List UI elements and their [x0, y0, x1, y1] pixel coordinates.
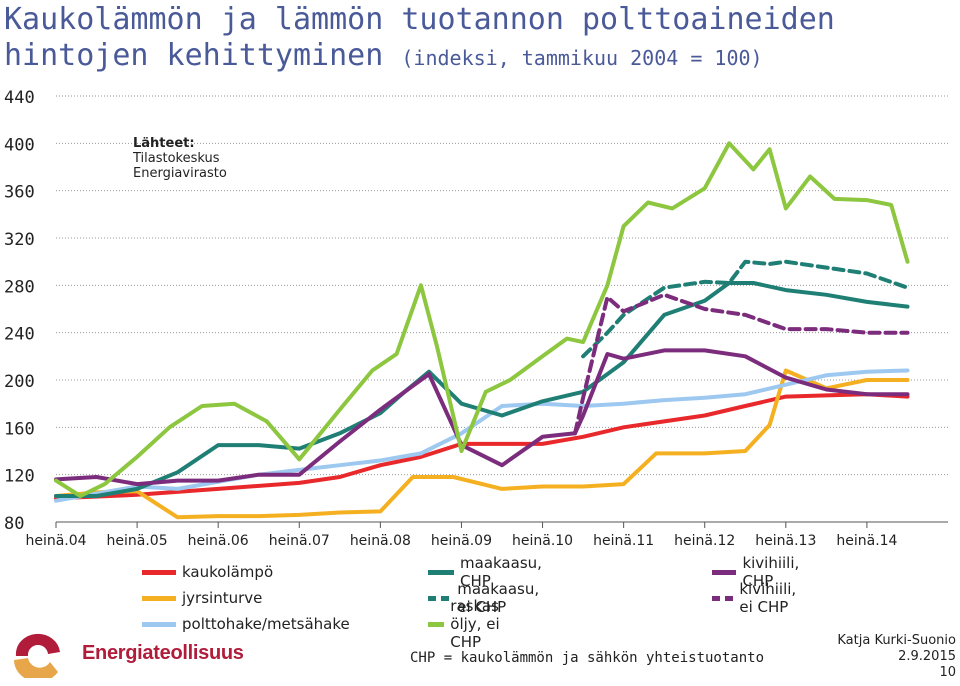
x-tick-label: heinä.05	[107, 533, 168, 549]
line-chart: 80 120 160 200 240 280 320 360 400 440 heinä.04 hei…	[4, 88, 948, 549]
author-block: Katja Kurki-Suonio 2.9.2015 10	[837, 633, 956, 681]
energiateollisuus-logo: Energiateollisuus	[8, 628, 244, 678]
series-line	[581, 259, 910, 359]
legend-label: raskas öljy, ei CHP	[450, 597, 500, 651]
x-tick-label: heinä.08	[350, 533, 411, 549]
logo-text: Energiateollisuus	[82, 641, 244, 664]
chart-title-line1: Kaukolämmön ja lämmön tuotannon polttoai…	[4, 2, 835, 37]
sources-box: Lähteet: Tilastokeskus Energiavirasto	[133, 136, 227, 181]
logo-mark-icon	[14, 633, 60, 678]
legend-item: maakaasu, CHP	[428, 554, 550, 590]
chart-subtitle: (indeksi, tammikuu 2004 = 100)	[401, 46, 763, 70]
y-tick-label: 440	[4, 88, 35, 108]
legend-label: kivihiili, ei CHP	[739, 580, 797, 616]
series-line	[573, 292, 910, 436]
x-tick-label: heinä.07	[269, 533, 330, 549]
legend-swatch	[142, 569, 176, 575]
legend-item: maakaasu, ei CHP	[428, 580, 550, 616]
legend-item: jyrsinturve	[142, 586, 262, 610]
legend-item: raskas öljy, ei CHP	[428, 597, 517, 651]
legend-swatch	[142, 595, 176, 601]
legend-label: jyrsinturve	[182, 589, 263, 607]
legend-swatch	[712, 595, 734, 601]
chart-title-line2: hintojen kehittyminen	[4, 38, 384, 73]
legend-swatch	[712, 569, 737, 575]
y-tick-label: 360	[4, 183, 35, 203]
x-tick-label: heinä.06	[188, 533, 249, 549]
x-tick-label: heinä.09	[431, 533, 492, 549]
sources-heading: Lähteet:	[133, 136, 195, 151]
legend-swatch	[428, 621, 445, 627]
source-item: Tilastokeskus	[133, 151, 220, 166]
x-tick-label: heinä.04	[25, 533, 86, 549]
legend-label: kaukolämpö	[182, 563, 274, 581]
x-tick-label: heinä.13	[755, 533, 816, 549]
series-line	[54, 392, 910, 501]
legend-swatch	[428, 595, 452, 601]
source-item: Energiavirasto	[133, 166, 227, 181]
y-tick-label: 160	[4, 419, 35, 439]
legend-item: kaukolämpö	[142, 560, 273, 584]
author-date: 2.9.2015	[898, 649, 956, 664]
legend-label: kivihiili, CHP	[742, 554, 800, 590]
x-tick-label: heinä.10	[512, 533, 573, 549]
legend-label: maakaasu, ei CHP	[457, 580, 540, 616]
legend-item: kivihiili, CHP	[712, 554, 809, 590]
series-line	[54, 368, 910, 520]
legend-swatch	[428, 569, 455, 575]
legend-swatch	[142, 621, 176, 627]
series-line	[54, 348, 910, 487]
y-tick-label: 400	[4, 135, 35, 155]
y-tick-label: 120	[4, 467, 35, 487]
y-tick-label: 80	[4, 514, 24, 534]
legend-label: maakaasu, CHP	[460, 554, 542, 590]
legend-item: polttohake/metsähake	[142, 612, 350, 636]
page-number: 10	[939, 665, 956, 680]
series-line	[54, 368, 910, 503]
series-line	[54, 281, 910, 498]
x-tick-label: heinä.12	[674, 533, 735, 549]
x-tick-label: heinä.11	[593, 533, 654, 549]
legend-item: kivihiili, ei CHP	[712, 580, 809, 616]
series-line	[54, 141, 910, 498]
chp-note: CHP = kaukolämmön ja sähkön yhteistuotan…	[410, 650, 765, 666]
y-tick-label: 320	[4, 230, 35, 250]
y-tick-label: 240	[4, 325, 35, 345]
author-name: Katja Kurki-Suonio	[837, 633, 956, 648]
y-tick-label: 200	[4, 372, 35, 392]
x-tick-label: heinä.14	[836, 533, 897, 549]
chart-title: Kaukolämmön ja lämmön tuotannon polttoai…	[4, 2, 835, 76]
y-tick-label: 280	[4, 277, 35, 297]
legend-label: polttohake/metsähake	[182, 615, 350, 633]
